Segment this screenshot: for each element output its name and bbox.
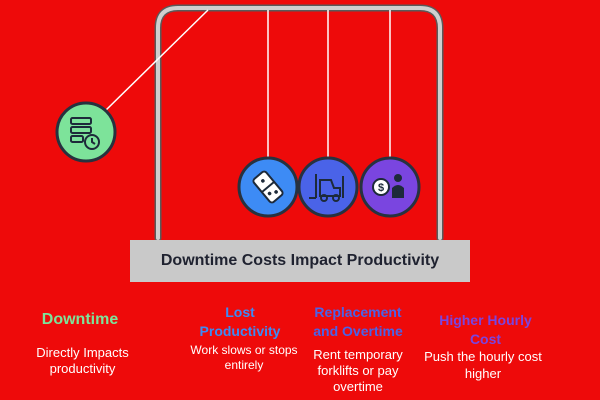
- cradle-frame-highlight: [156, 6, 442, 240]
- string-downtime: [103, 9, 209, 113]
- forklift-icon: [309, 174, 344, 202]
- item-desc-downtime: Directly Impacts productivity: [36, 345, 129, 376]
- item-title-downtime: Downtime: [41, 311, 119, 328]
- svg-text:$: $: [378, 182, 384, 194]
- money-worker-icon: $: [372, 174, 404, 198]
- server-clock-icon: [70, 117, 100, 150]
- ball-downtime: [55, 101, 117, 163]
- ball-hourly-cost: $: [359, 156, 421, 218]
- item-title-replacement: Replacement and Overtime: [313, 304, 403, 339]
- banner-title: Downtime Costs Impact Productivity: [130, 240, 470, 282]
- item-desc-hourly-cost: Push the hourly cost higher: [424, 349, 542, 381]
- item-desc-lost-productivity: Work slows or stops entirely: [190, 343, 298, 372]
- item-desc-replacement: Rent temporary forklifts or pay overtime: [313, 347, 403, 394]
- item-title-hourly-cost: Higher Hourly Cost: [439, 312, 532, 347]
- item-title-lost-productivity: Lost Productivity: [199, 304, 281, 339]
- ball-replacement: [297, 156, 359, 218]
- ball-lost-productivity: [237, 156, 299, 218]
- domino-icon: [252, 170, 284, 204]
